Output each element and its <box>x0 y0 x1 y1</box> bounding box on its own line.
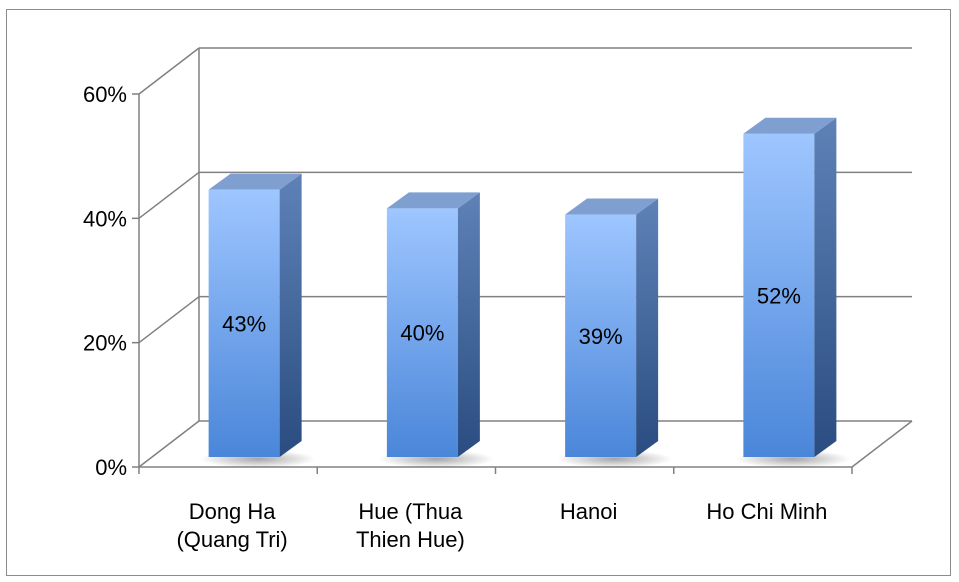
bar-front <box>743 133 815 457</box>
data-label: 43% <box>222 311 266 336</box>
bar-side <box>814 117 837 457</box>
x-axis-labels: Dong Ha (Quang Tri) Hue (Thua Thien Hue) Han… <box>176 499 827 552</box>
bar: 43% <box>200 173 316 468</box>
y-tick-label: 0% <box>95 455 127 480</box>
y-axis-ticks: 0% 20% 40% 60% <box>83 82 139 480</box>
bar-front <box>386 208 458 457</box>
bars: 43% 40% 39% 52% <box>200 117 851 468</box>
x-category-label: Hue (Thua Thien Hue) <box>356 499 465 552</box>
bar: 52% <box>735 117 851 468</box>
bar-front <box>565 214 637 457</box>
bar-top <box>386 192 480 209</box>
bar-top <box>208 173 302 190</box>
y-tick-label: 40% <box>83 206 127 231</box>
gridline <box>138 47 912 95</box>
bar-top <box>565 198 659 215</box>
x-category-label: Dong Ha (Quang Tri) <box>176 499 287 552</box>
bar-front <box>208 189 280 457</box>
bar-chart: 0% 20% 40% 60% 43% 40% 39% 52% Dong Ha (Quang T… <box>83 47 913 552</box>
y-tick-label: 60% <box>83 82 127 107</box>
bar-side <box>457 192 480 458</box>
bar: 39% <box>557 198 673 468</box>
y-tick-label: 20% <box>83 331 127 356</box>
bar-top <box>743 117 837 134</box>
bar-side <box>279 173 302 457</box>
chart-area: 0% 20% 40% 60% 43% 40% 39% 52% Dong Ha (Quang T… <box>6 9 951 576</box>
bar: 40% <box>378 192 494 468</box>
x-category-label: Hanoi <box>560 499 617 524</box>
data-label: 52% <box>757 283 801 308</box>
floor-right-edge <box>851 420 913 468</box>
data-label: 39% <box>579 324 623 349</box>
bar-side <box>636 198 659 458</box>
x-category-label: Ho Chi Minh <box>706 499 827 524</box>
data-label: 40% <box>400 321 444 346</box>
